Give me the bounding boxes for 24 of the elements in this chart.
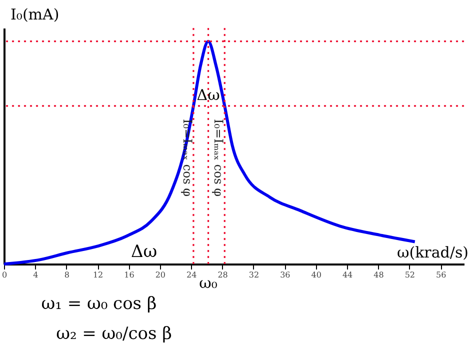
x-tick-label: 52: [404, 270, 416, 280]
x-tick-label: 12: [92, 270, 104, 280]
x-tick-label: 20: [155, 270, 166, 280]
x-axis-title: ω(krad/s): [397, 244, 468, 262]
x-tick-label: 48: [374, 270, 384, 280]
x-tick-label: 32: [248, 270, 260, 280]
annotation: Δω: [196, 86, 220, 104]
x-tick-label: 44: [342, 270, 353, 280]
x-tick-label: 28: [218, 270, 228, 280]
x-tick-label: 40: [311, 270, 322, 280]
x-tick-label: 0: [2, 270, 8, 280]
x-tick-label: 24: [186, 270, 197, 280]
annotation: Δω: [130, 242, 158, 262]
x-tick-label: 4: [33, 270, 38, 280]
x-tick-label: 16: [124, 270, 134, 280]
x-tick-label: 36: [280, 270, 290, 280]
ref-line-label: ω₀: [199, 274, 218, 292]
x-tick-label: 56: [436, 270, 446, 280]
x-tick-label: 8: [64, 270, 70, 280]
text: ω₂ = ω₀/cos β: [56, 324, 172, 344]
y-axis-title: I₀(mA): [10, 6, 60, 24]
text: ω₁ = ω₀ cos β: [41, 294, 157, 314]
ref-line-label: I₀=Iₘₐₓ cos φ: [180, 119, 194, 197]
ref-line-label: I₀=Iₘₐₓ cos φ: [212, 119, 226, 197]
